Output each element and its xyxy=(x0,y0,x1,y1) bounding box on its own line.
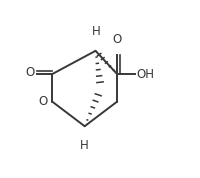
Text: O: O xyxy=(113,33,122,46)
Text: H: H xyxy=(80,139,88,152)
Text: OH: OH xyxy=(137,68,155,81)
Text: H: H xyxy=(92,25,101,38)
Text: O: O xyxy=(38,95,47,108)
Text: O: O xyxy=(25,66,34,79)
